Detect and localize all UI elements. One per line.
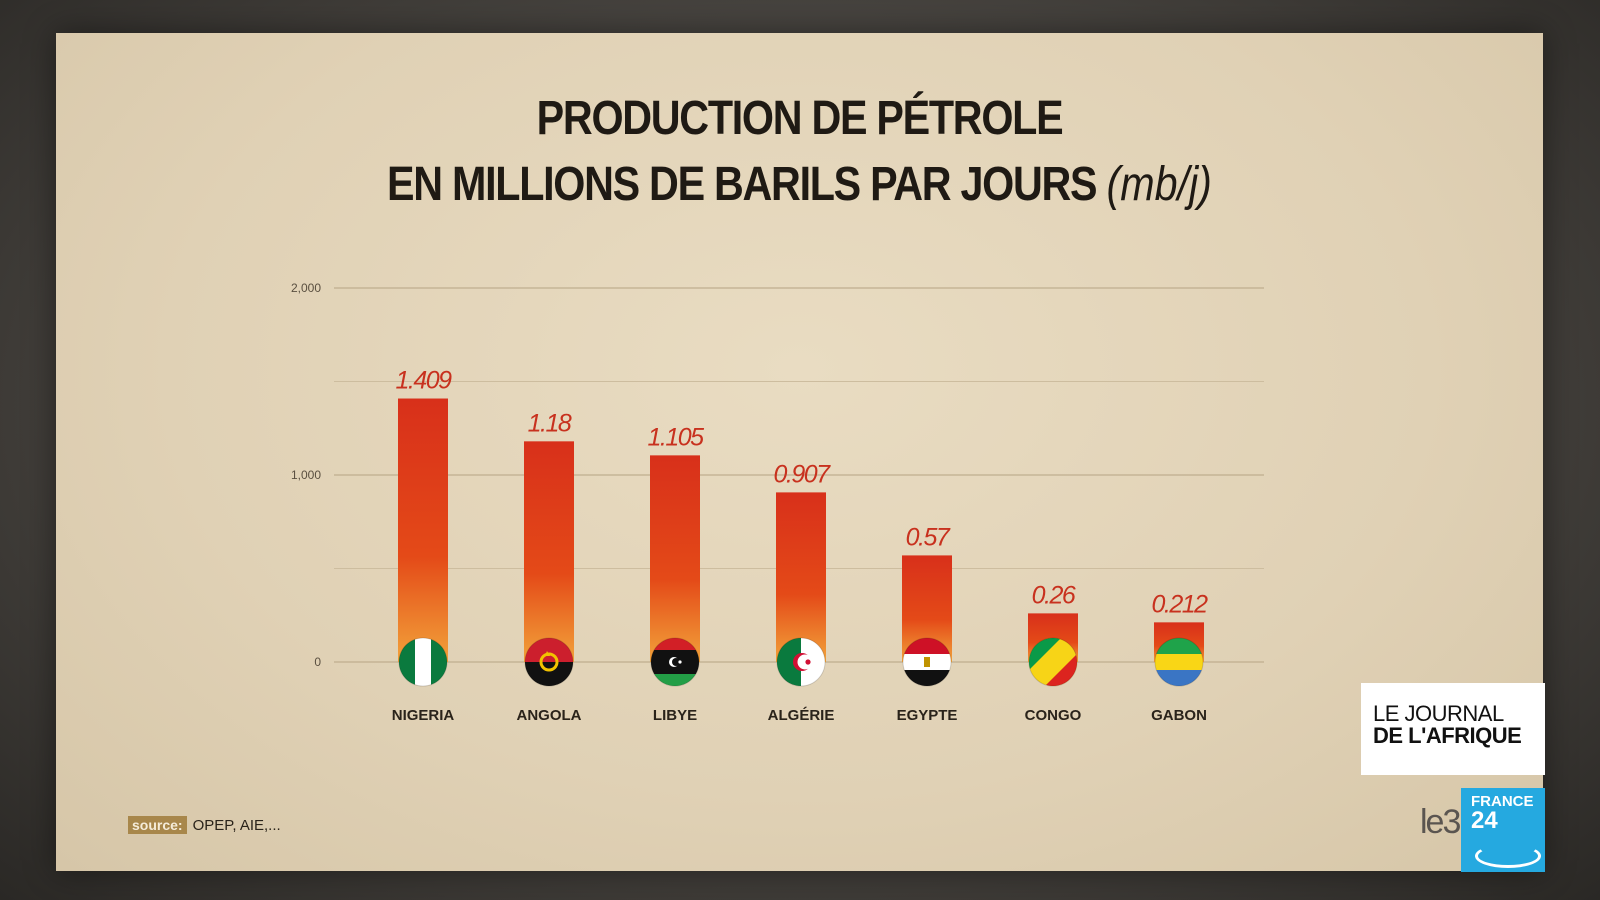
flag-outline [1154,637,1204,687]
flag-outline [776,637,826,687]
x-category-label: NIGERIA [392,707,455,724]
chart-card: PRODUCTION DE PÉTROLE EN MILLIONS DE BAR… [56,33,1543,871]
bar [650,455,700,662]
y-tick-label: 0 [314,655,321,669]
bar [776,492,826,662]
chart-subtitle: EN MILLIONS DE BARILS PAR JOURS (mb/j) [160,157,1439,212]
flag-outline [1028,637,1078,687]
y-tick-label: 1,000 [291,468,321,482]
bar-value-label: 1.409 [395,367,452,395]
bar-value-label: 1.105 [647,423,704,451]
bar-chart: 0 1,000 2,000 1.409 NIGERIA 1.18 ANGOLA 1.105 LI… [291,281,1264,724]
journal-logo-line1: LE JOURNAL [1373,701,1504,726]
congo-flag-icon [1029,638,1077,686]
france24-logo: FRANCE 24 [1461,788,1545,872]
bar [524,441,574,662]
le3-logo: le3 [1420,803,1461,841]
x-category-label: EGYPTE [897,707,958,724]
egypt-flag-icon [903,638,951,686]
bar-value-label: 0.57 [906,523,951,551]
x-category-label: ALGÉRIE [768,707,835,724]
journal-logo-line2: DE L'AFRIQUE [1373,723,1522,748]
chart-subtitle-text: EN MILLIONS DE BARILS PAR JOURS [387,158,1098,211]
bar-value-label: 0.26 [1032,581,1076,609]
source-tag: source: [128,816,187,834]
x-category-label: CONGO [1025,707,1082,724]
x-category-label: GABON [1151,707,1207,724]
france24-logo-line1: FRANCE [1471,793,1534,810]
bar-value-label: 0.212 [1151,590,1208,618]
flag-outline [524,637,574,687]
bar-value-label: 1.18 [528,409,572,437]
x-category-label: ANGOLA [517,707,582,724]
nigeria-flag-icon [399,638,447,686]
bar [398,398,448,662]
source-text: OPEP, AIE,... [192,816,281,834]
source-note: source: OPEP, AIE,... [128,816,281,834]
flag-outline [902,637,952,687]
y-tick-label: 2,000 [291,281,321,295]
flag-outline [398,637,448,687]
bar-value-label: 0.907 [773,460,831,488]
flag-outline [650,637,700,687]
france24-arc-icon [1475,844,1541,868]
chart-unit: (mb/j) [1106,158,1212,211]
france24-logo-line2: 24 [1471,807,1498,834]
chart-title: PRODUCTION DE PÉTROLE [536,92,1064,145]
gabon-flag-icon [1155,638,1203,686]
journal-afrique-logo: LE JOURNAL DE L'AFRIQUE [1361,683,1545,775]
x-category-label: LIBYE [653,707,697,724]
